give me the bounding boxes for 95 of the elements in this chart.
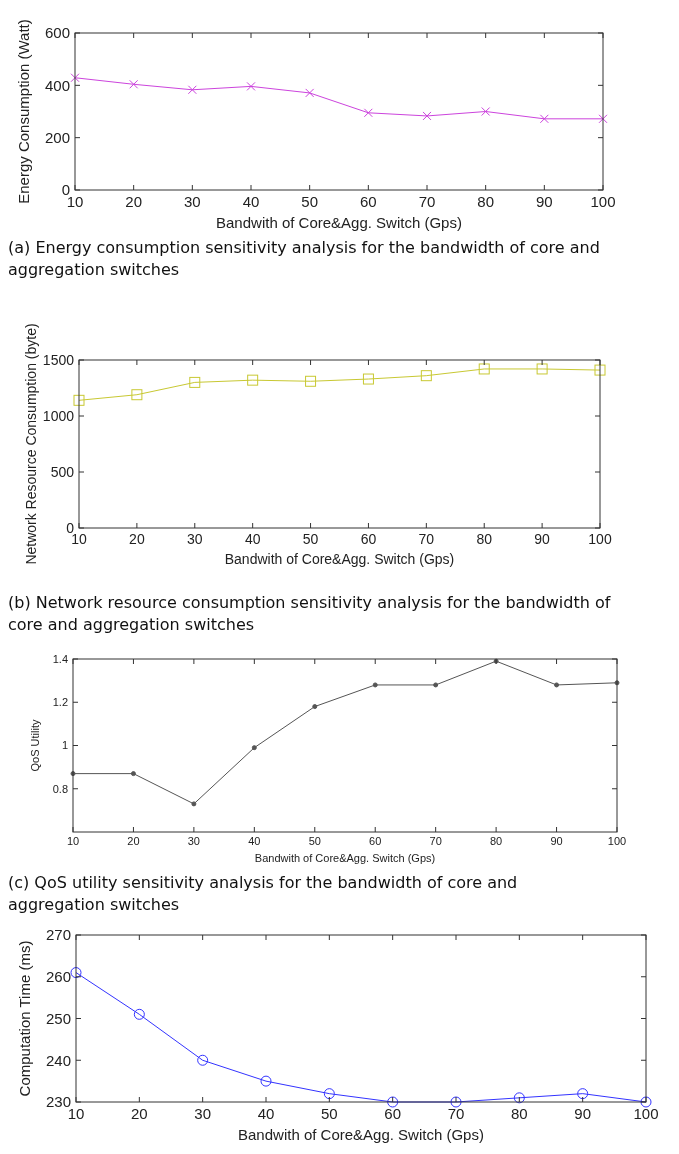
x-tick-label: 30 [186,531,203,547]
point [481,107,491,116]
x-axis-title: Bandwith of Core&Agg. Switch (Gps) [224,551,455,567]
x-tick-label: 10 [66,835,80,847]
point [362,373,374,385]
x-tick-label: 70 [429,835,442,847]
y-tick-label: 1.2 [52,696,68,709]
point [133,1008,145,1020]
point [422,111,432,121]
point [246,81,256,91]
point [577,1088,589,1100]
x-tick-label: 50 [320,1105,338,1122]
point [305,88,315,98]
x-axis-title: Bandwith of Core&Agg. Switch (Gps) [254,852,436,864]
y-tick-label: 1 [61,739,68,752]
y-tick-label: 200 [44,128,70,146]
x-tick-label: 20 [129,531,145,547]
y-axis-title: Energy Consumption (Watt) [14,19,32,204]
x-tick-label: 20 [127,835,140,847]
x-tick-label: 20 [125,193,143,210]
x-tick-label: 100 [588,531,612,547]
point [70,967,82,979]
y-tick-label: 1.4 [52,652,68,665]
point [247,374,259,386]
x-tick-label: 30 [183,193,201,210]
x-tick-label: 60 [360,531,377,547]
y-tick-label: 1000 [42,407,75,424]
point [420,370,432,382]
y-tick-label: 600 [44,24,70,42]
x-axis-title: Bandwith of Core&Agg. Switch (Gps) [216,214,462,231]
x-tick-label: 100 [633,1105,659,1122]
y-tick-label: 0.8 [52,782,68,795]
y-tick-label: 250 [45,1009,71,1027]
x-tick-label: 40 [248,835,261,847]
point [305,375,317,387]
x-tick-label: 80 [476,531,493,547]
x-tick-label: 70 [418,531,435,547]
y-tick-label: 260 [45,968,71,985]
text: (c) QoS utility sensitivity analysis for the bandwidth of core and aggregation switches [8,873,518,914]
point [478,363,490,375]
x-tick-label: 30 [187,835,201,847]
point [129,79,139,89]
point [197,1054,209,1066]
x-tick-label: 80 [477,193,495,210]
x-tick-label: 30 [194,1105,212,1122]
y-tick-label: 400 [44,76,70,94]
point [187,85,197,95]
y-tick-label: 0 [61,181,70,199]
y-axis-title: Network Resource Consumption (byte) [22,323,39,565]
x-tick-label: 40 [244,531,261,547]
text: (b) Network resource consumption sensitivity analysis for the bandwidth of core and aggregation switches [8,593,611,634]
point [594,364,606,376]
point [640,1096,652,1108]
x-tick-label: 60 [369,835,382,847]
point [450,1096,462,1108]
y-tick-label: 0 [66,519,75,536]
y-tick-label: 230 [45,1093,71,1111]
x-tick-label: 90 [574,1105,592,1122]
x-tick-label: 90 [550,835,563,847]
x-tick-label: 80 [489,835,503,847]
text: (a) Energy consumption sensitivity analysis for the bandwidth of core and aggregation switches [8,238,600,279]
x-tick-label: 40 [257,1105,275,1122]
x-tick-label: 70 [418,193,436,210]
y-tick-label: 500 [50,463,75,480]
point [73,394,85,406]
point [323,1088,335,1100]
point [387,1096,399,1108]
y-tick-label: 1500 [42,351,75,368]
x-tick-label: 100 [607,835,627,847]
y-tick-label: 270 [45,926,71,944]
x-tick-label: 90 [535,193,553,210]
x-tick-label: 80 [510,1105,528,1122]
y-axis-title: QoS Utility [28,719,41,772]
x-tick-label: 90 [534,531,551,547]
x-axis-title: Bandwith of Core&Agg. Switch (Gps) [238,1126,484,1143]
x-tick-label: 20 [130,1105,148,1122]
x-tick-label: 60 [359,193,377,210]
point [131,389,143,401]
x-tick-label: 50 [301,193,319,210]
point [189,376,201,388]
x-tick-label: 50 [308,835,321,847]
point [363,108,373,118]
x-tick-label: 60 [384,1105,402,1122]
x-tick-label: 50 [302,531,319,547]
point [260,1075,272,1087]
x-tick-label: 100 [590,193,616,210]
point [513,1092,525,1104]
y-tick-label: 240 [45,1051,71,1069]
x-tick-label: 70 [447,1105,465,1122]
y-axis-title: Computation Time (ms) [15,940,33,1097]
point [70,73,80,83]
point [539,114,549,124]
point [536,363,548,375]
x-tick-label: 40 [242,193,260,210]
point [598,114,608,124]
